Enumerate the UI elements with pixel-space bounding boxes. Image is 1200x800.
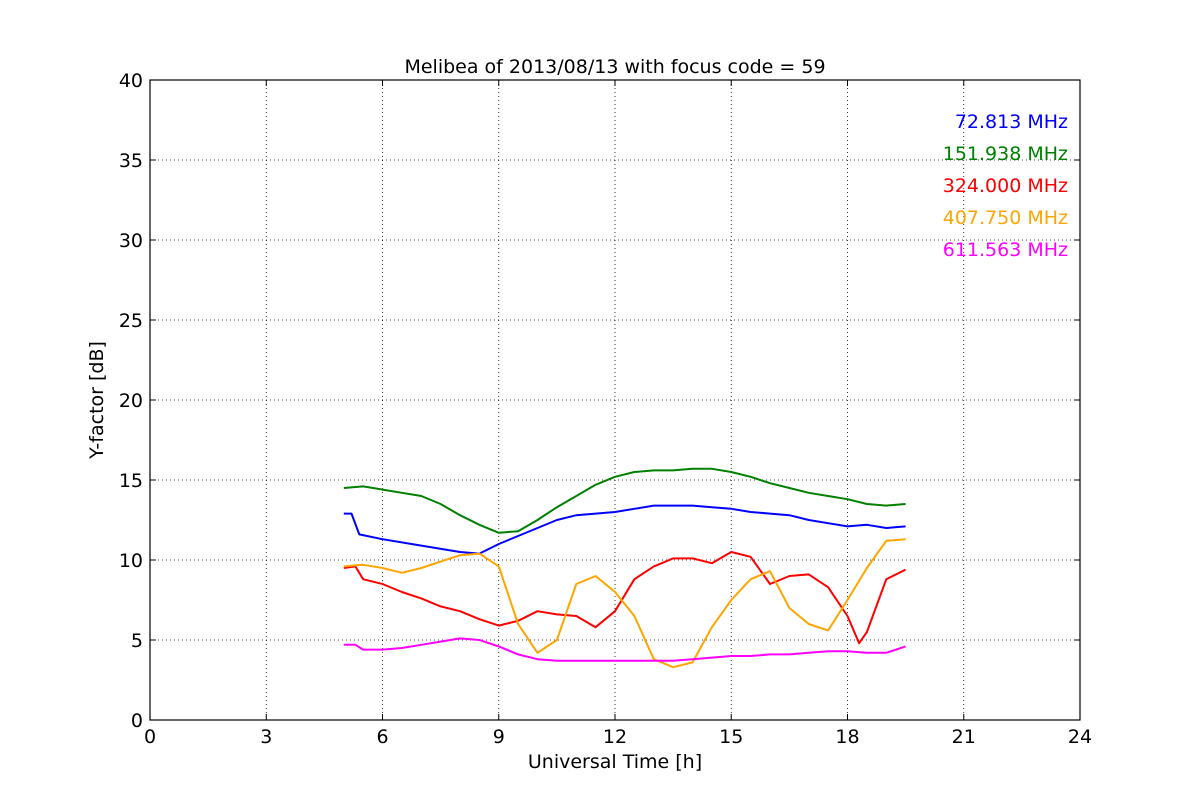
grid [150, 80, 1080, 720]
x-axis-title: Universal Time [h] [528, 751, 702, 773]
legend-entry-3: 324.000 MHz [943, 175, 1068, 197]
legend: 72.813 MHz 151.938 MHz 324.000 MHz 407.750 … [943, 111, 1068, 261]
y-tick-label: 0 [131, 710, 143, 732]
x-tick-label: 3 [260, 726, 272, 748]
legend-entry-5: 611.563 MHz [943, 239, 1068, 261]
y-tick-label: 35 [119, 150, 143, 172]
y-tick-label: 20 [119, 390, 143, 412]
x-tick-label: 6 [376, 726, 388, 748]
y-tick-label: 25 [119, 310, 143, 332]
series-line-2 [343, 467, 906, 534]
legend-entry-1: 72.813 MHz [955, 111, 1068, 133]
x-tick-label: 24 [1068, 726, 1092, 748]
series-line-4 [343, 538, 906, 669]
legend-entry-4: 407.750 MHz [943, 207, 1068, 229]
x-tick-label: 21 [952, 726, 976, 748]
x-tick-label: 12 [603, 726, 627, 748]
y-tick-label: 15 [119, 470, 143, 492]
y-tick-label: 10 [119, 550, 143, 572]
series-line-3 [343, 551, 907, 645]
x-tick-label: 9 [493, 726, 505, 748]
legend-entry-2: 151.938 MHz [943, 143, 1068, 165]
series-layer [343, 467, 907, 669]
series-line-5 [343, 637, 906, 662]
x-tick-label: 18 [835, 726, 859, 748]
x-tick-label: 0 [144, 726, 156, 748]
y-tick-label: 40 [119, 70, 143, 92]
ticks: 0 3 6 9 12 15 18 21 24 0 5 10 15 20 25 30 35 40 [119, 70, 1092, 748]
chart-title: Melibea of 2013/08/13 with focus code = … [404, 56, 825, 78]
series-line-1 [343, 504, 906, 555]
x-tick-label: 15 [719, 726, 743, 748]
y-tick-label: 30 [119, 230, 143, 252]
y-axis-title: Y-factor [dB] [86, 341, 108, 460]
y-tick-label: 5 [131, 630, 143, 652]
